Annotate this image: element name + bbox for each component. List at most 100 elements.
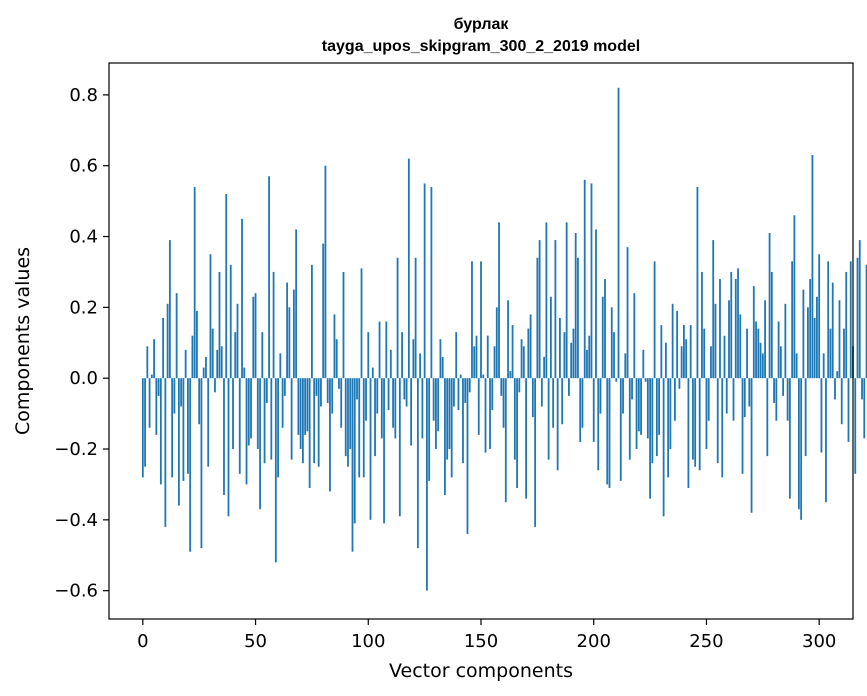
x-tick-label: 250 xyxy=(689,631,723,652)
x-tick-label: 200 xyxy=(577,631,611,652)
bar xyxy=(617,87,620,379)
bar xyxy=(232,378,234,450)
bar xyxy=(662,378,665,517)
bar xyxy=(538,240,541,379)
bar xyxy=(513,378,516,460)
bar xyxy=(351,378,354,552)
bar xyxy=(687,378,690,488)
bar xyxy=(383,378,385,524)
bar xyxy=(502,378,505,428)
bar-series xyxy=(141,87,867,591)
bar xyxy=(301,378,304,464)
bar xyxy=(435,378,437,450)
bar xyxy=(834,378,836,400)
bar xyxy=(180,378,183,407)
bar xyxy=(441,356,444,379)
bar xyxy=(797,378,800,510)
bar xyxy=(752,286,755,379)
bar xyxy=(685,339,688,379)
bar xyxy=(676,310,679,379)
bar xyxy=(229,264,232,379)
bar xyxy=(430,186,433,379)
bar xyxy=(256,378,259,450)
bar xyxy=(358,378,361,478)
bar xyxy=(265,378,268,403)
bar xyxy=(577,257,579,379)
bar xyxy=(205,356,207,379)
bar xyxy=(153,339,155,379)
x-tick-label: 50 xyxy=(244,631,267,652)
bar xyxy=(540,378,543,407)
bar xyxy=(196,310,198,379)
y-tick-label: −0.6 xyxy=(54,581,98,602)
bar xyxy=(453,378,455,407)
bar xyxy=(779,346,782,379)
bar xyxy=(511,325,514,379)
bar xyxy=(811,155,814,379)
bar xyxy=(825,378,827,503)
bar xyxy=(698,378,701,471)
bar xyxy=(827,261,830,379)
bar xyxy=(683,325,685,379)
bar xyxy=(292,289,295,379)
bar xyxy=(403,378,406,400)
bar xyxy=(308,378,311,488)
bar xyxy=(268,176,270,379)
bar xyxy=(333,314,336,379)
bar xyxy=(518,378,521,393)
bar xyxy=(157,378,160,396)
bar xyxy=(175,293,178,379)
bar xyxy=(191,335,194,379)
bar xyxy=(295,229,298,379)
bar xyxy=(527,328,530,379)
bar xyxy=(412,339,415,379)
bar xyxy=(504,378,507,503)
y-tick-label: −0.4 xyxy=(54,510,98,531)
bar xyxy=(236,303,239,379)
bar xyxy=(425,378,428,591)
bar xyxy=(214,378,216,393)
bar xyxy=(466,378,469,534)
bar xyxy=(468,378,471,393)
bar xyxy=(462,378,464,464)
bar xyxy=(764,300,766,379)
bar xyxy=(439,339,442,379)
bar xyxy=(590,183,593,379)
bar xyxy=(703,328,706,379)
bar xyxy=(168,240,171,379)
bar xyxy=(678,378,681,389)
bar xyxy=(243,367,246,379)
bar xyxy=(849,261,852,379)
bar xyxy=(326,378,329,403)
bar xyxy=(148,378,151,428)
bar xyxy=(775,378,778,421)
bar xyxy=(507,300,509,379)
bar xyxy=(563,332,566,379)
bar xyxy=(225,194,228,379)
bar xyxy=(746,328,748,379)
bar xyxy=(534,378,537,527)
bar xyxy=(446,378,449,460)
bar xyxy=(831,282,834,379)
bar xyxy=(159,378,162,485)
bar xyxy=(856,257,859,379)
bar xyxy=(845,271,848,379)
bar xyxy=(155,378,158,435)
bar xyxy=(766,378,769,457)
bar xyxy=(572,328,575,379)
bar xyxy=(531,378,534,418)
bar xyxy=(836,371,839,379)
bar xyxy=(218,271,221,379)
bar xyxy=(606,378,609,485)
bar xyxy=(516,378,518,488)
bar xyxy=(786,378,789,421)
bar xyxy=(500,378,503,396)
bar xyxy=(714,303,717,379)
bar xyxy=(635,378,638,450)
bar xyxy=(768,232,771,379)
bar xyxy=(565,222,568,379)
bar xyxy=(604,279,606,379)
bar xyxy=(335,339,338,379)
